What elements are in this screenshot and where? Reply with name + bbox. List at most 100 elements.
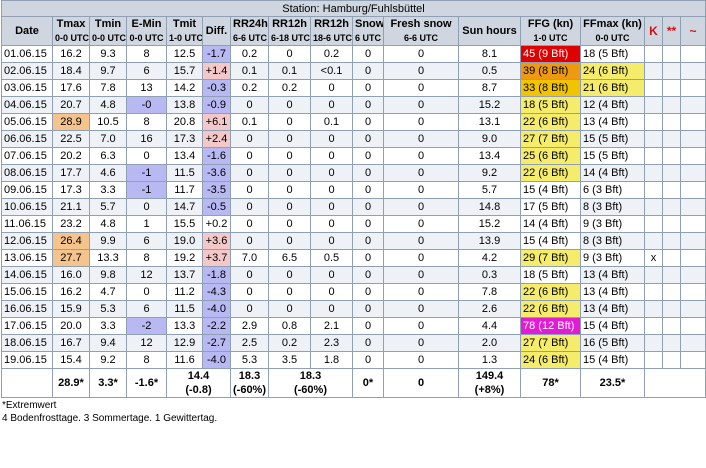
- cell-rr24h: 2.5: [230, 334, 269, 352]
- cell-ffg: 18 (5 Bft): [520, 266, 581, 284]
- cell-ffg: 24 (6 Bft): [520, 351, 581, 369]
- cell-rr12h-day: 0.1: [268, 62, 311, 80]
- cell-rr24h: 0.1: [230, 62, 269, 80]
- cell-fresh-snow: 0: [383, 147, 459, 165]
- cell-snow: 0: [352, 45, 384, 63]
- cell-snow: 0: [352, 283, 384, 301]
- summary-rr24: 18.3 (-60%): [230, 368, 269, 398]
- cell-rr24h: 0.2: [230, 79, 269, 97]
- cell-diff: -4.0: [202, 351, 231, 369]
- cell-emin: 6: [126, 300, 167, 318]
- cell-date: 11.06.15: [1, 215, 53, 233]
- table-row: 12.06.15 26.4 9.9 6 19.0 +3.6 0 0 0 0 0 13.9 15 (4 B…: [1, 232, 706, 250]
- cell-rr24h: 7.0: [230, 249, 269, 267]
- cell-rr12h-night: 0: [310, 164, 353, 182]
- cell-diff: -0.5: [202, 198, 231, 216]
- cell-diff: +0.2: [202, 215, 231, 233]
- cell-snow: 0: [352, 317, 384, 335]
- cell-sun-hours: 0.3: [458, 266, 521, 284]
- cell-tmax: 16.2: [52, 45, 90, 63]
- cell-fog: [679, 113, 706, 131]
- cell-snow-flag: [662, 147, 681, 165]
- cell-fresh-snow: 0: [383, 96, 459, 114]
- cell-tmit: 13.7: [166, 266, 203, 284]
- cell-thunder: [644, 215, 663, 233]
- cell-emin: 0: [126, 198, 167, 216]
- cell-snow-flag: [662, 113, 681, 131]
- cell-thunder: [644, 232, 663, 250]
- cell-date: 05.06.15: [1, 113, 53, 131]
- header-fog-icon: ~: [679, 16, 706, 46]
- cell-fresh-snow: 0: [383, 232, 459, 250]
- header-tmax: Tmax 0-0 UTC: [52, 16, 90, 46]
- cell-date: 07.06.15: [1, 147, 53, 165]
- cell-ffmax: 9 (3 Bft): [580, 249, 645, 267]
- cell-tmax: 16.0: [52, 266, 90, 284]
- cell-emin: -2: [126, 317, 167, 335]
- column-header-row: Date Tmax 0-0 UTC Tmin 0-0 UTC E-Min 0-0 UTC Tm…: [1, 16, 706, 46]
- table-row: 14.06.15 16.0 9.8 12 13.7 -1.8 0 0 0 0 0 0.3 18 (5 B…: [1, 266, 706, 284]
- cell-tmin: 9.2: [89, 351, 127, 369]
- cell-tmin: 9.7: [89, 62, 127, 80]
- cell-date: 18.06.15: [1, 334, 53, 352]
- cell-ffg: 33 (8 Bft): [520, 79, 581, 97]
- cell-tmax: 17.6: [52, 79, 90, 97]
- station-title: Station: Hamburg/Fuhlsbüttel: [0, 0, 706, 17]
- cell-date: 10.06.15: [1, 198, 53, 216]
- cell-emin: 8: [126, 113, 167, 131]
- cell-diff: -0.9: [202, 96, 231, 114]
- cell-snow: 0: [352, 232, 384, 250]
- cell-fog: [679, 232, 706, 250]
- cell-thunder: [644, 79, 663, 97]
- cell-snow-flag: [662, 317, 681, 335]
- summary-text: 4 Bodenfrosttage. 3 Sommertage. 1 Gewitt…: [2, 413, 218, 424]
- cell-snow: 0: [352, 249, 384, 267]
- cell-fresh-snow: 0: [383, 249, 459, 267]
- cell-emin: 0: [126, 147, 167, 165]
- cell-fog: [679, 317, 706, 335]
- cell-rr12h-night: 0: [310, 79, 353, 97]
- cell-ffmax: 12 (4 Bft): [580, 96, 645, 114]
- cell-tmin: 9.4: [89, 334, 127, 352]
- cell-rr12h-day: 0: [268, 232, 311, 250]
- cell-ffmax: 13 (4 Bft): [580, 266, 645, 284]
- header-rr12h-day: RR12h 6-18 UTC: [268, 16, 311, 46]
- cell-emin: 8: [126, 45, 167, 63]
- cell-diff: +1.4: [202, 62, 231, 80]
- cell-diff: +3.6: [202, 232, 231, 250]
- cell-rr12h-day: 0.2: [268, 334, 311, 352]
- cell-rr12h-day: 0: [268, 164, 311, 182]
- cell-ffmax: 15 (4 Bft): [580, 351, 645, 369]
- cell-snow-flag: [662, 215, 681, 233]
- cell-tmit: 19.0: [166, 232, 203, 250]
- cell-snow: 0: [352, 113, 384, 131]
- cell-diff: -2.7: [202, 334, 231, 352]
- cell-tmin: 10.5: [89, 113, 127, 131]
- cell-ffmax: 15 (5 Bft): [580, 130, 645, 148]
- cell-sun-hours: 1.3: [458, 351, 521, 369]
- summary-ffg: 78*: [520, 368, 581, 398]
- cell-ffmax: 15 (4 Bft): [580, 317, 645, 335]
- cell-ffg: 27 (7 Bft): [520, 334, 581, 352]
- cell-fog: [679, 334, 706, 352]
- cell-tmit: 13.4: [166, 147, 203, 165]
- cell-rr12h-night: 0: [310, 96, 353, 114]
- cell-snow-flag: [662, 45, 681, 63]
- cell-sun-hours: 15.2: [458, 215, 521, 233]
- cell-fog: [679, 96, 706, 114]
- header-snow-icon: **: [662, 16, 681, 46]
- cell-sun-hours: 13.4: [458, 147, 521, 165]
- header-ffg: FFG (kn) 1-0 UTC: [520, 16, 581, 46]
- cell-fresh-snow: 0: [383, 266, 459, 284]
- cell-snow: 0: [352, 351, 384, 369]
- cell-thunder: [644, 317, 663, 335]
- cell-emin: -1: [126, 164, 167, 182]
- table-row: 10.06.15 21.1 5.7 0 14.7 -0.5 0 0 0 0 0 14.8 17 (5 B…: [1, 198, 706, 216]
- cell-ffmax: 16 (5 Bft): [580, 334, 645, 352]
- cell-rr24h: 5.3: [230, 351, 269, 369]
- cell-fresh-snow: 0: [383, 215, 459, 233]
- cell-emin: 8: [126, 351, 167, 369]
- cell-tmit: 11.5: [166, 300, 203, 318]
- cell-snow-flag: [662, 334, 681, 352]
- weather-table: Station: Hamburg/Fuhlsbüttel Date Tmax 0-0…: [0, 0, 706, 398]
